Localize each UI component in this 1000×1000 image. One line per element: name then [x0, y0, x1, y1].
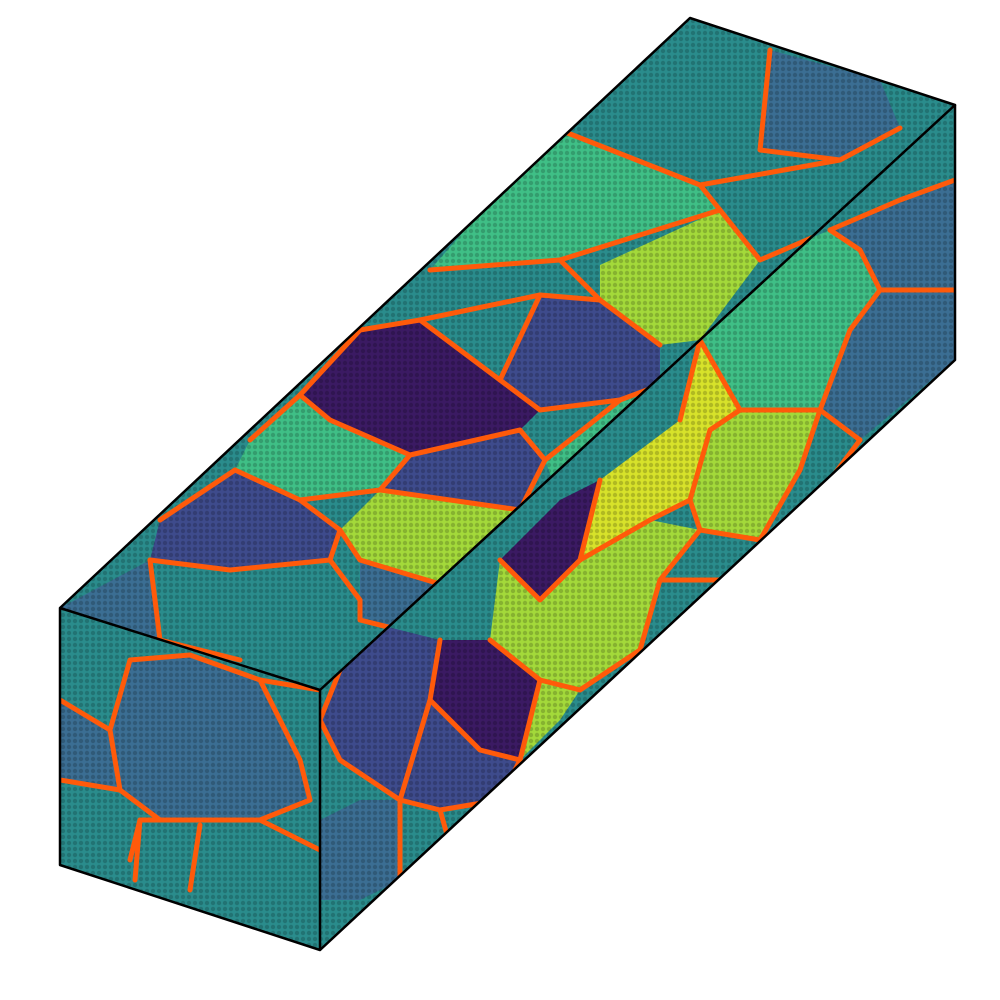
- grain-boundaries: [97, 47, 903, 663]
- grain-boundaries: [60, 652, 320, 893]
- box-outline: [58, 16, 957, 952]
